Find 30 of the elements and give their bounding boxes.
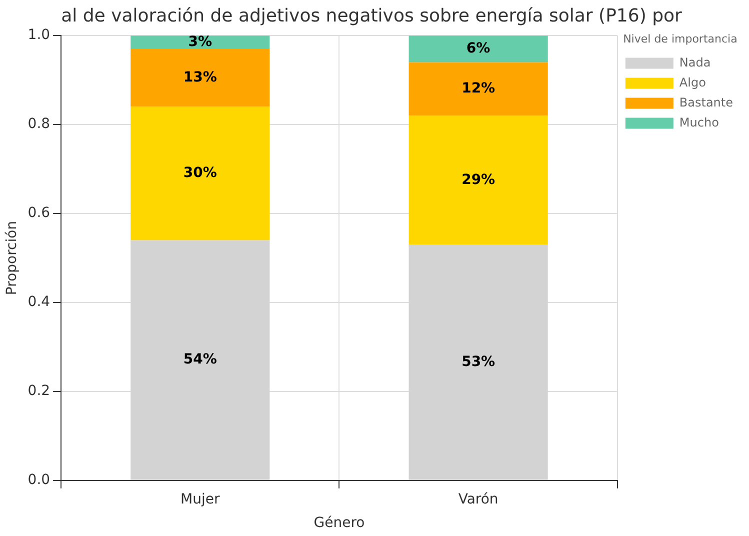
data-label: 53% (462, 354, 496, 370)
data-label: 6% (466, 40, 490, 57)
y-tick-label: 0.6 (28, 205, 50, 222)
bar (408, 36, 548, 62)
legend-title: Nivel de importancia (623, 32, 738, 46)
y-tick-label: 0.4 (28, 294, 50, 310)
legend-label: Algo (679, 75, 706, 90)
y-axis-title: Proporción (4, 220, 20, 296)
data-label: 13% (183, 69, 217, 86)
data-label: 3% (188, 34, 212, 50)
legend-label: Nada (679, 55, 711, 70)
bar (130, 36, 270, 49)
data-label: 29% (462, 172, 496, 188)
bar (130, 48, 270, 107)
x-tick-label: Varón (458, 491, 498, 508)
y-tick-label: 0.0 (28, 472, 50, 488)
legend-label: Mucho (679, 115, 719, 130)
data-label: 54% (183, 352, 217, 368)
data-label: 30% (183, 165, 217, 182)
data-label: 12% (462, 80, 496, 97)
legend-label: Bastante (679, 95, 734, 110)
x-axis-title: Género (314, 515, 365, 532)
x-tick-label: Mujer (180, 491, 220, 508)
bar (130, 106, 270, 240)
chart-title: al de valoración de adjetivos negativos sobre energía solar (P16) por (61, 5, 683, 26)
bar (408, 62, 548, 116)
y-tick-label: 0.8 (28, 116, 50, 132)
y-tick-label: 1.0 (28, 27, 50, 44)
y-tick-label: 0.2 (28, 383, 50, 400)
bar (408, 116, 548, 245)
